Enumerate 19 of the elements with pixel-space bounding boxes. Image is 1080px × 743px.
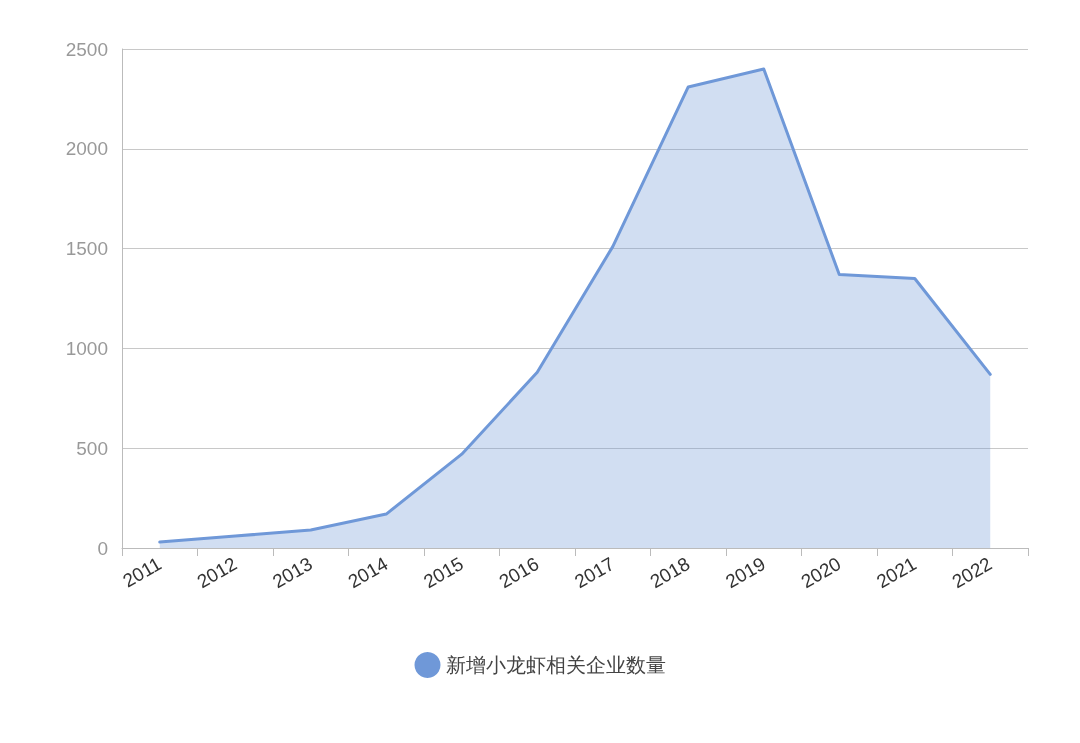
x-tick-label: 2021 bbox=[872, 552, 920, 593]
y-tick-label: 1500 bbox=[65, 238, 108, 260]
x-tick-label: 2017 bbox=[570, 552, 618, 593]
y-tick-label: 500 bbox=[76, 437, 108, 459]
x-tick-label: 2020 bbox=[797, 552, 845, 593]
x-tick-label: 2015 bbox=[419, 552, 467, 593]
x-tick-label: 2012 bbox=[193, 552, 241, 593]
legend-label: 新增小龙虾相关企业数量 bbox=[445, 653, 666, 677]
x-tick-label: 2019 bbox=[721, 552, 769, 593]
x-tick-label: 2016 bbox=[495, 552, 543, 593]
x-tick-label: 2011 bbox=[119, 552, 165, 592]
x-tick-label: 2018 bbox=[646, 552, 694, 593]
x-tick-label: 2022 bbox=[948, 552, 996, 593]
y-tick-label: 2500 bbox=[65, 38, 108, 60]
y-tick-label: 1000 bbox=[65, 337, 108, 359]
x-tick-label: 2013 bbox=[268, 552, 316, 593]
y-tick-label: 0 bbox=[97, 537, 108, 559]
x-tick-label: 2014 bbox=[344, 552, 392, 593]
y-tick-label: 2000 bbox=[65, 138, 108, 160]
